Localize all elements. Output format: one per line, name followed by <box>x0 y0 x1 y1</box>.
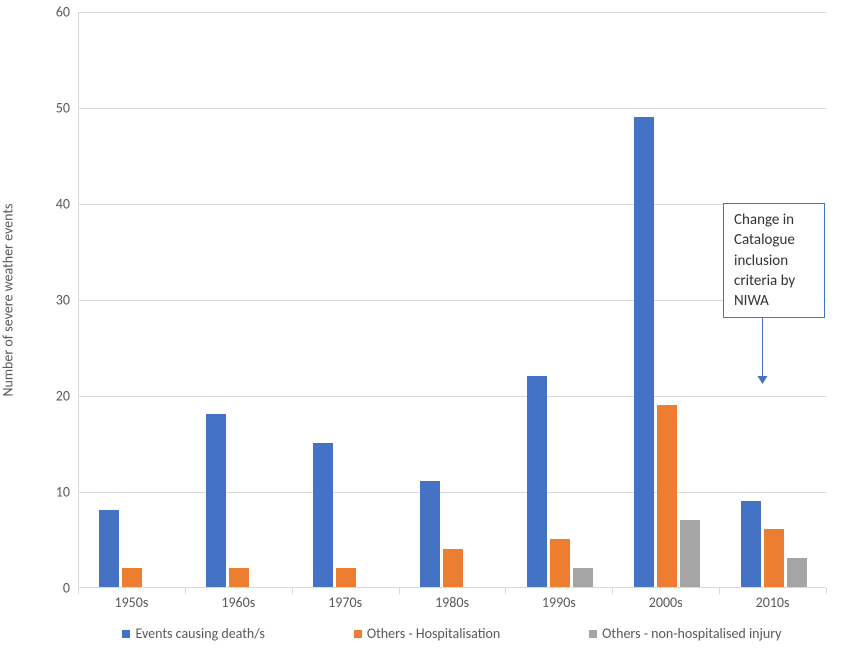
y-axis-title: Number of severe weather events <box>0 203 17 396</box>
bar-group <box>506 12 613 587</box>
y-tick-label: 10 <box>30 484 70 501</box>
x-tick-label: 2010s <box>756 594 790 611</box>
bar-group <box>186 12 293 587</box>
legend-swatch <box>122 630 130 638</box>
x-tick-label: 1970s <box>328 594 362 611</box>
bar-groups <box>79 12 826 587</box>
bar <box>527 376 547 587</box>
bar <box>99 510 119 587</box>
x-tick-label: 2000s <box>649 594 683 611</box>
bar-group <box>293 12 400 587</box>
x-tick-mark <box>612 588 613 594</box>
bar-group <box>400 12 507 587</box>
x-tick-label: 1960s <box>221 594 255 611</box>
bar <box>313 443 333 587</box>
annotation-arrowhead-icon <box>758 376 768 384</box>
x-tick-mark <box>292 588 293 594</box>
x-tick-label: 1990s <box>542 594 576 611</box>
x-tick-label: 1950s <box>114 594 148 611</box>
legend-item: Others - non-hospitalised injury <box>589 625 781 642</box>
x-tick-mark <box>185 588 186 594</box>
x-tick-mark <box>78 588 79 594</box>
bar <box>787 558 807 587</box>
bar <box>420 481 440 587</box>
legend-label: Events causing death/s <box>135 625 264 642</box>
legend-item: Events causing death/s <box>122 625 264 642</box>
annotation-text: Change in Catalogue inclusion criteria b… <box>734 211 795 310</box>
legend-label: Others - non-hospitalised injury <box>602 625 781 642</box>
y-tick-label: 30 <box>30 292 70 309</box>
y-tick-label: 40 <box>30 196 70 213</box>
legend-item: Others - Hospitalisation <box>354 625 500 642</box>
y-tick-label: 60 <box>30 4 70 21</box>
legend-swatch <box>354 630 362 638</box>
bar <box>443 549 463 587</box>
bar <box>680 520 700 587</box>
annotation-arrow <box>762 318 763 376</box>
bar <box>550 539 570 587</box>
bar <box>122 568 142 587</box>
bar <box>336 568 356 587</box>
bar <box>634 117 654 587</box>
legend-swatch <box>589 630 597 638</box>
bar <box>764 529 784 587</box>
x-tick-mark <box>719 588 720 594</box>
x-tick-mark <box>505 588 506 594</box>
x-tick-mark <box>399 588 400 594</box>
plot-area <box>78 12 826 588</box>
x-tick-label: 1980s <box>435 594 469 611</box>
bar-group <box>613 12 720 587</box>
bar-group <box>79 12 186 587</box>
annotation-callout: Change in Catalogue inclusion criteria b… <box>723 203 825 318</box>
bar <box>741 501 761 587</box>
bar <box>657 405 677 587</box>
y-tick-label: 20 <box>30 388 70 405</box>
bar <box>229 568 249 587</box>
legend: Events causing death/s Others - Hospitali… <box>78 625 826 642</box>
x-tick-mark <box>826 588 827 594</box>
y-tick-label: 50 <box>30 100 70 117</box>
y-tick-label: 0 <box>30 580 70 597</box>
weather-events-chart: Number of severe weather events 0 10 20 30 4… <box>0 0 842 657</box>
bar <box>573 568 593 587</box>
legend-label: Others - Hospitalisation <box>367 625 500 642</box>
bar <box>206 414 226 587</box>
